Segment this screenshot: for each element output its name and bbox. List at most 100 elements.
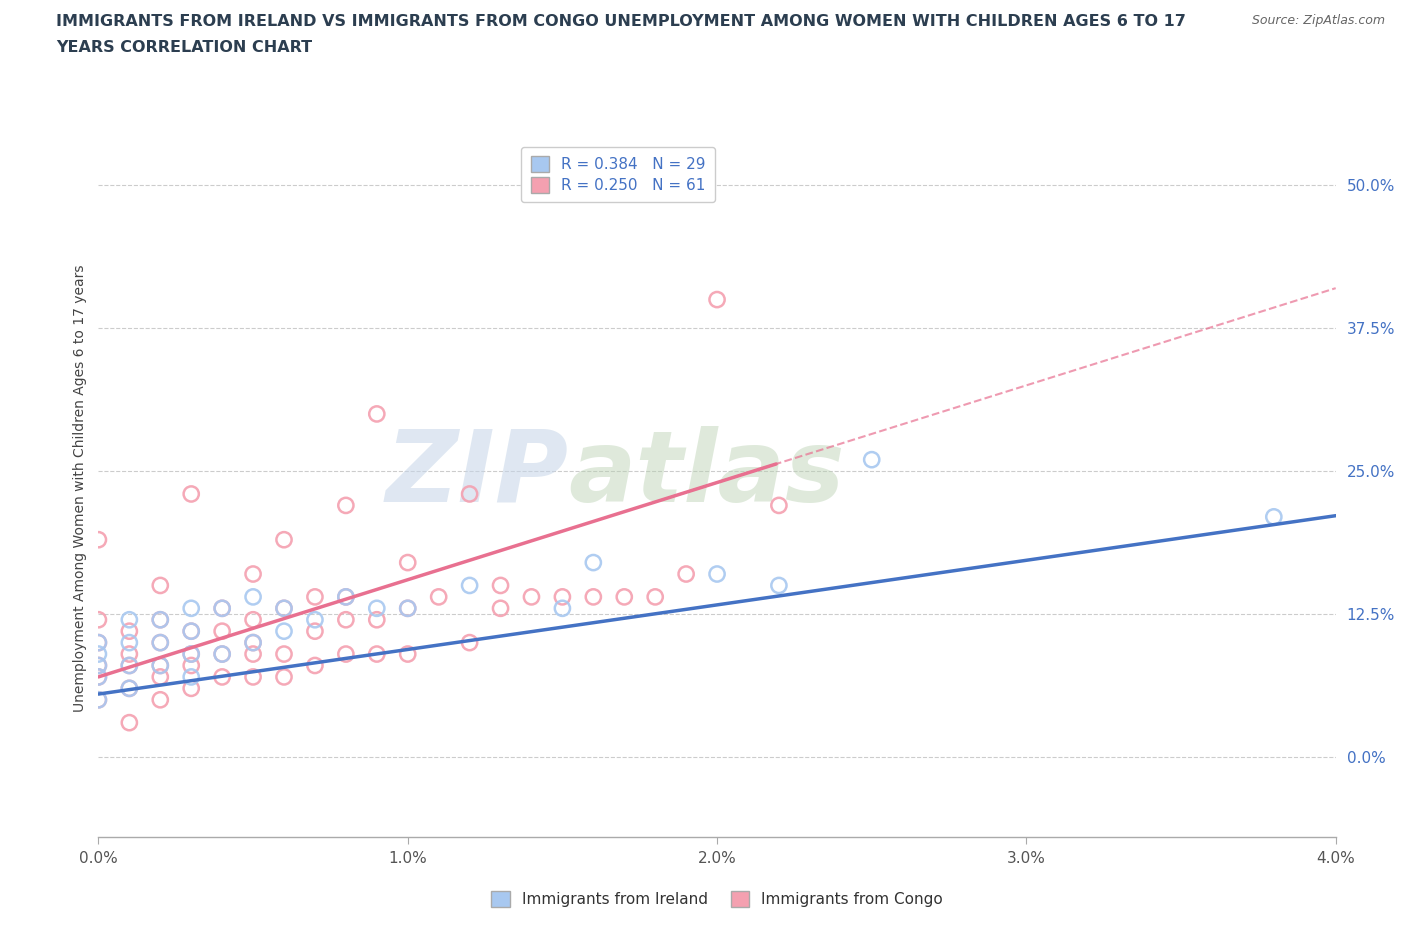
Point [273, 670, 295, 684]
Point [242, 590, 264, 604]
Point [118, 681, 141, 696]
Point [118, 715, 141, 730]
Point [149, 635, 172, 650]
Point [180, 624, 202, 639]
Point [551, 601, 574, 616]
Point [273, 601, 295, 616]
Point [180, 486, 202, 501]
Point [87, 612, 110, 627]
Point [335, 646, 357, 661]
Point [366, 646, 388, 661]
Point [335, 590, 357, 604]
Point [768, 578, 790, 593]
Point [396, 646, 419, 661]
Point [273, 532, 295, 547]
Point [458, 635, 481, 650]
Point [458, 486, 481, 501]
Point [180, 681, 202, 696]
Point [149, 612, 172, 627]
Text: atlas: atlas [568, 426, 845, 523]
Point [211, 624, 233, 639]
Point [396, 601, 419, 616]
Legend: Immigrants from Ireland, Immigrants from Congo: Immigrants from Ireland, Immigrants from… [485, 884, 949, 913]
Text: Source: ZipAtlas.com: Source: ZipAtlas.com [1251, 14, 1385, 27]
Point [118, 681, 141, 696]
Text: ZIP: ZIP [385, 426, 568, 523]
Point [87, 658, 110, 673]
Point [87, 670, 110, 684]
Point [149, 635, 172, 650]
Point [706, 566, 728, 581]
Point [149, 692, 172, 707]
Point [675, 566, 697, 581]
Point [273, 646, 295, 661]
Text: YEARS CORRELATION CHART: YEARS CORRELATION CHART [56, 40, 312, 55]
Point [242, 566, 264, 581]
Point [87, 692, 110, 707]
Point [211, 601, 233, 616]
Point [180, 624, 202, 639]
Point [149, 612, 172, 627]
Point [304, 624, 326, 639]
Point [211, 601, 233, 616]
Point [335, 612, 357, 627]
Point [489, 578, 512, 593]
Point [304, 658, 326, 673]
Point [335, 498, 357, 512]
Y-axis label: Unemployment Among Women with Children Ages 6 to 17 years: Unemployment Among Women with Children A… [73, 264, 87, 712]
Point [366, 406, 388, 421]
Point [149, 578, 172, 593]
Point [242, 635, 264, 650]
Point [180, 601, 202, 616]
Point [87, 670, 110, 684]
Point [1263, 510, 1285, 525]
Point [87, 692, 110, 707]
Point [582, 590, 605, 604]
Point [644, 590, 666, 604]
Text: IMMIGRANTS FROM IRELAND VS IMMIGRANTS FROM CONGO UNEMPLOYMENT AMONG WOMEN WITH C: IMMIGRANTS FROM IRELAND VS IMMIGRANTS FR… [56, 14, 1187, 29]
Point [860, 452, 883, 467]
Point [118, 635, 141, 650]
Point [180, 670, 202, 684]
Point [273, 624, 295, 639]
Point [551, 590, 574, 604]
Point [489, 601, 512, 616]
Point [582, 555, 605, 570]
Point [706, 292, 728, 307]
Point [242, 612, 264, 627]
Point [768, 498, 790, 512]
Point [118, 646, 141, 661]
Point [211, 646, 233, 661]
Point [458, 578, 481, 593]
Point [242, 646, 264, 661]
Point [304, 612, 326, 627]
Point [118, 624, 141, 639]
Point [149, 670, 172, 684]
Point [396, 601, 419, 616]
Point [273, 601, 295, 616]
Point [118, 658, 141, 673]
Point [335, 590, 357, 604]
Point [87, 635, 110, 650]
Point [242, 635, 264, 650]
Point [366, 601, 388, 616]
Point [520, 590, 543, 604]
Point [118, 658, 141, 673]
Point [180, 658, 202, 673]
Point [87, 658, 110, 673]
Point [87, 532, 110, 547]
Point [304, 590, 326, 604]
Point [149, 658, 172, 673]
Point [427, 590, 450, 604]
Point [180, 646, 202, 661]
Point [242, 670, 264, 684]
Point [396, 555, 419, 570]
Point [87, 646, 110, 661]
Point [180, 646, 202, 661]
Point [118, 612, 141, 627]
Point [613, 590, 636, 604]
Point [87, 635, 110, 650]
Point [149, 658, 172, 673]
Point [366, 612, 388, 627]
Point [211, 670, 233, 684]
